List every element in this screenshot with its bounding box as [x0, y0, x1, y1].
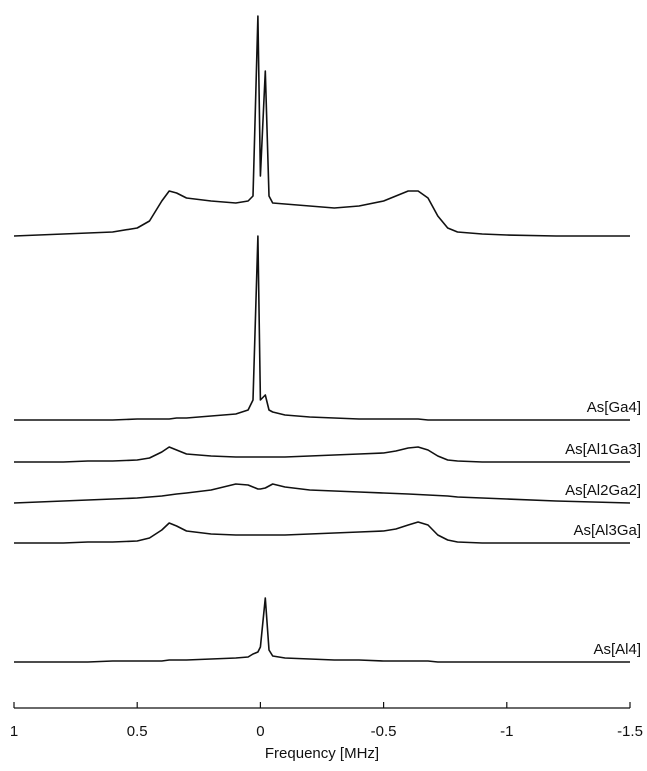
x-tick-label: -1: [500, 723, 513, 740]
spectrum-line: [14, 521, 630, 544]
x-tick-label: -1.5: [617, 723, 643, 740]
x-axis-label: Frequency [MHz]: [265, 745, 379, 762]
x-tick-label: 0.5: [127, 723, 148, 740]
spectrum-line: [14, 446, 630, 463]
x-tick-label: -0.5: [371, 723, 397, 740]
series-label: As[Al4]: [593, 641, 641, 658]
series-label: As[Al2Ga2]: [565, 482, 641, 499]
spectrum-line: [14, 597, 630, 663]
x-tick-label: 1: [10, 723, 18, 740]
series-label: As[Al1Ga3]: [565, 441, 641, 458]
spectrum-line: [14, 235, 630, 421]
series-label: As[Ga4]: [587, 399, 641, 416]
spectrum-line: [13, 483, 631, 504]
spectrum-line: [13, 15, 630, 237]
series-label: As[Al3Ga]: [573, 522, 641, 539]
x-tick-label: 0: [256, 723, 264, 740]
